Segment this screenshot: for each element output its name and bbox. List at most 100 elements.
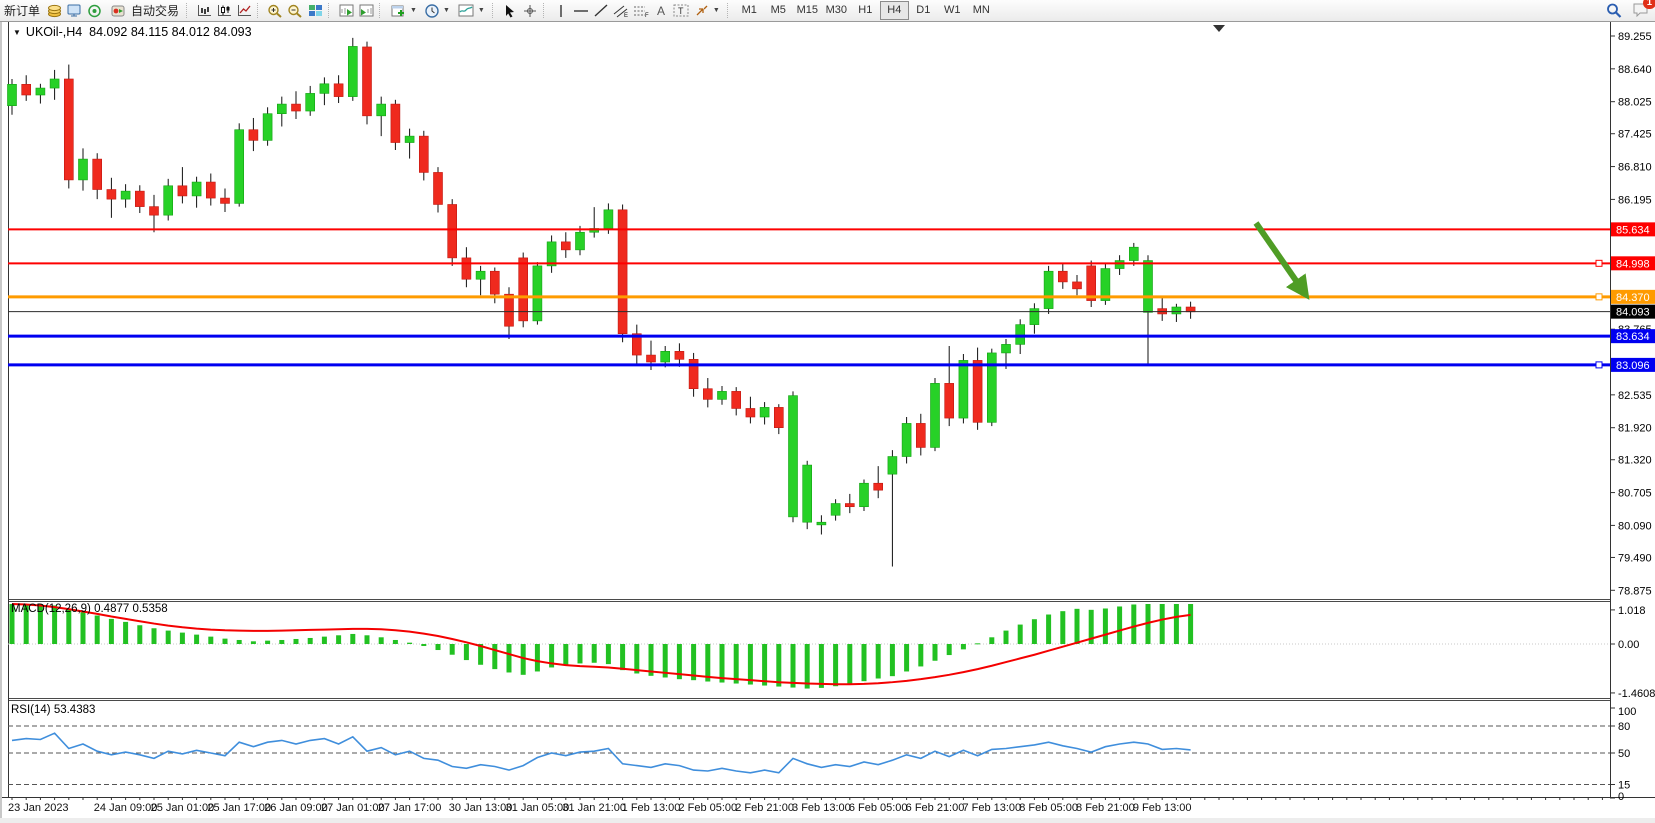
line-chart-icon[interactable] [234, 2, 254, 20]
candle [972, 347, 983, 430]
text-tool-icon[interactable]: A [651, 2, 671, 20]
toolbar-separator [186, 3, 191, 18]
candle [617, 204, 628, 343]
search-icon[interactable] [1604, 2, 1624, 20]
time-axis-label: 8 Feb 05:00 [1019, 802, 1078, 814]
candle [844, 493, 855, 514]
shift-marker[interactable] [1213, 25, 1225, 32]
candle [887, 450, 898, 567]
svg-text:T: T [678, 6, 684, 16]
timeframe-button-M1[interactable]: M1 [741, 4, 757, 16]
timeframe-button-H1[interactable]: H1 [858, 4, 873, 16]
candle [21, 75, 32, 101]
macd-axis[interactable]: 1.018 0.00 -1.4608 [1610, 605, 1655, 700]
svg-text:15: 15 [1618, 780, 1630, 792]
candle [873, 466, 884, 499]
level-line-handle[interactable] [1595, 259, 1603, 267]
rsi-line [11, 732, 1191, 774]
level-line-handle[interactable] [1595, 361, 1603, 369]
level-line-handle[interactable] [1595, 293, 1603, 301]
signal-icon[interactable] [84, 2, 104, 20]
crosshair-icon[interactable] [520, 2, 540, 20]
horizontal-line-tool-icon[interactable] [571, 2, 591, 20]
candle [106, 177, 117, 218]
svg-text:88.640: 88.640 [1618, 64, 1652, 76]
candle [702, 378, 713, 408]
chart-shift-icon[interactable] [356, 2, 376, 20]
svg-text:83.096: 83.096 [1616, 360, 1650, 372]
time-axis-label: 8 Feb 21:00 [1076, 802, 1135, 814]
candle [1029, 303, 1040, 334]
notifications-button[interactable]: 1 [1632, 0, 1655, 20]
time-axis-label: 6 Feb 21:00 [906, 802, 965, 814]
time-axis-label: 6 Feb 05:00 [849, 802, 908, 814]
time-axis-label: 24 Jan 09:00 [94, 802, 158, 814]
timeframe-button-M5[interactable]: M5 [770, 4, 786, 16]
time-axis-label: 31 Jan 05:00 [506, 802, 570, 814]
period-button[interactable]: ▼ [421, 1, 454, 20]
bar-chart-icon[interactable] [194, 2, 214, 20]
candle [447, 199, 458, 266]
candle [1043, 265, 1054, 314]
new-order-button[interactable]: 新订单 [0, 1, 44, 20]
candle [560, 232, 571, 258]
candle [901, 417, 912, 464]
toolbar-separator [542, 3, 548, 18]
templates-button[interactable]: ▼ [454, 1, 489, 20]
chart-shift-marker[interactable] [1213, 25, 1225, 32]
timeframe-button-MN[interactable]: MN [972, 4, 990, 16]
cursor-icon[interactable] [500, 2, 520, 20]
collapse-arrow-icon[interactable]: ▼ [13, 28, 21, 37]
timeframe-button-M15[interactable]: M15 [796, 4, 818, 16]
candle [518, 252, 529, 328]
zoom-in-icon[interactable] [265, 2, 285, 20]
rsi-axis[interactable]: 100 80 50 150 [1610, 706, 1636, 803]
timeframe-button-W1[interactable]: W1 [944, 4, 961, 16]
tile-windows-icon[interactable] [305, 2, 325, 20]
vertical-line-tool-icon[interactable] [551, 2, 571, 20]
price-axis[interactable]: 89.25588.64088.02587.42586.81086.19585.5… [1610, 31, 1655, 597]
label-tool-icon[interactable]: T [671, 2, 691, 20]
new-chart-button[interactable]: ▼ [387, 1, 421, 20]
timeframe-button-H4[interactable]: H4 [879, 1, 909, 20]
candle [745, 396, 756, 424]
window-left-edge [0, 21, 2, 823]
svg-text:80.090: 80.090 [1618, 520, 1652, 532]
svg-text:0: 0 [1618, 791, 1624, 803]
trend-arrow[interactable] [1253, 221, 1310, 300]
rsi-indicator-label: RSI(14) 53.4383 [11, 704, 96, 716]
candle [1100, 263, 1111, 305]
price-label-84.998: 84.998 [1611, 256, 1655, 271]
candle [191, 176, 202, 208]
candle [291, 91, 301, 120]
chart-forward-icon[interactable] [336, 2, 356, 20]
candle [390, 99, 401, 151]
timeframe-button-D1[interactable]: D1 [916, 4, 931, 16]
toolbar-separator [726, 3, 732, 18]
svg-text:85.634: 85.634 [1616, 224, 1650, 236]
timeframe-toolbar: M1 M5 M15 M30 H1 H4 D1 W1 MN [735, 1, 996, 20]
candle [475, 265, 486, 296]
svg-text:A: A [657, 4, 665, 17]
candle [986, 348, 997, 427]
candlestick-chart-icon[interactable] [214, 2, 234, 20]
level-lines [8, 228, 1610, 369]
time-axis-label: 9 Feb 13:00 [1133, 802, 1192, 814]
time-axis-label: 26 Jan 09:00 [264, 802, 328, 814]
terminal-icon[interactable] [64, 2, 84, 20]
zoom-out-icon[interactable] [285, 2, 305, 20]
candle [816, 515, 827, 535]
coins-icon[interactable] [44, 2, 64, 20]
shapes-button[interactable]: ▼ [691, 1, 724, 20]
autotrading-button[interactable]: 自动交易 [104, 1, 183, 20]
timeframe-button-M30[interactable]: M30 [825, 4, 847, 16]
time-axis-label: 2 Feb 05:00 [678, 802, 737, 814]
chart-window-title: ▼ UKOil-,H4 84.092 84.115 84.012 84.093 [13, 25, 252, 39]
trendline-tool-icon[interactable] [591, 2, 611, 20]
chevron-down-icon: ▼ [477, 7, 485, 14]
equidistant-channel-tool-icon[interactable]: E [611, 2, 631, 20]
fibonacci-tool-icon[interactable]: F [631, 2, 651, 20]
price-label-83.634: 83.634 [1611, 329, 1655, 344]
